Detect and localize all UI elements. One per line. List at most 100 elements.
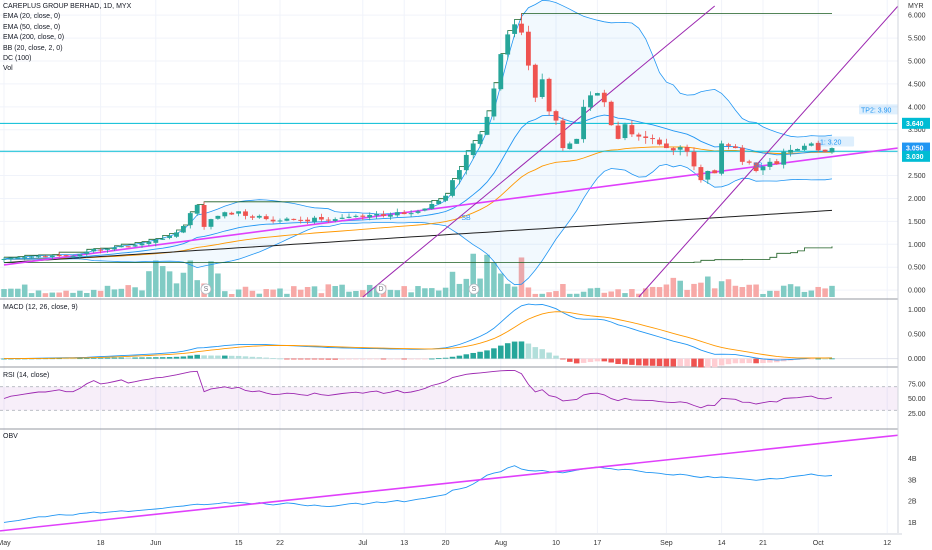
volume-bar — [215, 273, 221, 297]
candle-body — [8, 258, 14, 260]
candle-body — [49, 255, 55, 257]
candle-body — [381, 214, 386, 216]
candle-body — [760, 166, 766, 171]
volume-bar — [84, 292, 90, 297]
macd-histogram-bar — [573, 358, 580, 364]
macd-histogram-bar — [132, 357, 138, 359]
macd-histogram-bar — [415, 358, 421, 360]
macd-histogram-bar — [629, 358, 635, 365]
macd-histogram-bar — [429, 358, 435, 360]
candle-body — [401, 212, 407, 215]
rsi-label[interactable]: RSI (14, close) — [3, 372, 50, 379]
macd-label[interactable]: MACD (12, 26, close, 9) — [3, 304, 78, 311]
price-tick-label: 0.000 — [908, 288, 926, 295]
axis-labels: MYR0.0000.5001.0001.5002.0002.5003.0003.… — [902, 3, 930, 527]
macd-histogram-bar — [601, 358, 608, 362]
volume-bar — [35, 290, 42, 297]
candle-body — [588, 95, 593, 108]
legend-item-bb[interactable]: BB (20, close, 2, 0) — [3, 44, 63, 52]
price-axis[interactable] — [897, 0, 932, 550]
event-marker — [375, 283, 387, 295]
candle-body — [636, 134, 642, 137]
legend-item-ema200[interactable]: EMA (200, close, 0) — [3, 34, 65, 42]
price-tick-label: 5.000 — [908, 58, 926, 65]
rsi-tick-label: 50.00 — [908, 396, 926, 403]
volume-bar — [159, 266, 166, 297]
volume-bar — [42, 293, 49, 297]
macd-histogram-bar — [815, 358, 821, 360]
time-axis[interactable]: May 18 Jun 15 22 Jul 13 20 Aug 10 17 Sep 14 21 Oct 12 — [0, 533, 902, 547]
candle-body — [443, 195, 449, 201]
candle-body — [77, 254, 83, 257]
volume-bar — [642, 288, 649, 297]
candle-body — [70, 255, 76, 257]
candle-body — [732, 146, 738, 149]
candle-body — [29, 256, 35, 258]
volume-bar — [318, 293, 325, 297]
volume-bar — [311, 286, 318, 297]
candle-body — [125, 246, 131, 248]
volume-bar — [118, 288, 125, 297]
candle-body — [84, 251, 90, 254]
tp1-label-bg — [818, 136, 855, 147]
macd-histogram-bar — [518, 341, 525, 359]
candle-body — [574, 138, 580, 144]
legend-item-vol[interactable]: Vol — [3, 65, 13, 73]
macd-histogram-bar — [90, 357, 97, 359]
legend-item-ema50[interactable]: EMA (50, close, 0) — [3, 23, 61, 31]
ema20-line — [3, 114, 833, 260]
macd-histogram-bar — [228, 355, 235, 359]
legend-item-dc[interactable]: DC (100) — [3, 55, 32, 63]
candle-body — [767, 161, 773, 167]
macd-histogram-bar — [718, 358, 725, 366]
volume-bar — [705, 276, 711, 297]
candle-body — [629, 125, 635, 135]
volume-bar — [449, 271, 456, 297]
macd-histogram-bar — [829, 358, 835, 360]
channel-line-left — [362, 5, 716, 298]
macd-histogram-bar — [56, 358, 62, 360]
volume-bar — [787, 284, 794, 297]
candle-body — [305, 219, 311, 222]
candle-body — [194, 204, 200, 214]
volume-bar — [325, 284, 332, 297]
volume-bar — [442, 287, 449, 297]
macd-histogram-bar — [146, 357, 152, 359]
macd-histogram-bar — [394, 358, 401, 360]
candle-body — [808, 143, 814, 146]
volume-bar — [794, 286, 801, 297]
volume-bar — [470, 253, 476, 297]
candle-body — [532, 64, 538, 98]
candle-body — [726, 144, 731, 146]
volume-bar — [560, 284, 566, 297]
candle-body — [187, 213, 193, 226]
obv-label[interactable]: OBV — [3, 433, 18, 440]
macd-histogram-bar — [422, 358, 428, 360]
candle-body — [801, 145, 807, 150]
volume-bar — [339, 284, 345, 297]
obv-pane — [0, 434, 899, 532]
macd-histogram-bar — [705, 358, 711, 368]
candle-body — [243, 211, 248, 216]
volume-bar — [49, 292, 56, 297]
macd-histogram-bar — [435, 358, 442, 360]
macd-histogram-bar — [739, 358, 746, 364]
macd-histogram-bar — [208, 355, 214, 359]
candle-body — [353, 215, 359, 217]
macd-line — [4, 303, 833, 361]
macd-histogram-bar — [636, 358, 642, 366]
volume-bar — [684, 289, 690, 297]
price-tick-label: 5.500 — [908, 36, 926, 43]
candle-body — [450, 180, 455, 196]
candle-body — [422, 208, 428, 211]
candle-body — [712, 170, 718, 174]
volume-bar — [277, 288, 283, 297]
legend-item-ema20[interactable]: EMA (20, close, 0) — [3, 13, 61, 21]
macd-histogram-bar — [808, 358, 815, 360]
candle-body — [484, 116, 490, 135]
volume-bar — [111, 289, 118, 297]
volume-bar — [194, 280, 200, 297]
time-tick-label: 20 — [442, 540, 450, 547]
macd-histogram-bar — [194, 354, 200, 359]
